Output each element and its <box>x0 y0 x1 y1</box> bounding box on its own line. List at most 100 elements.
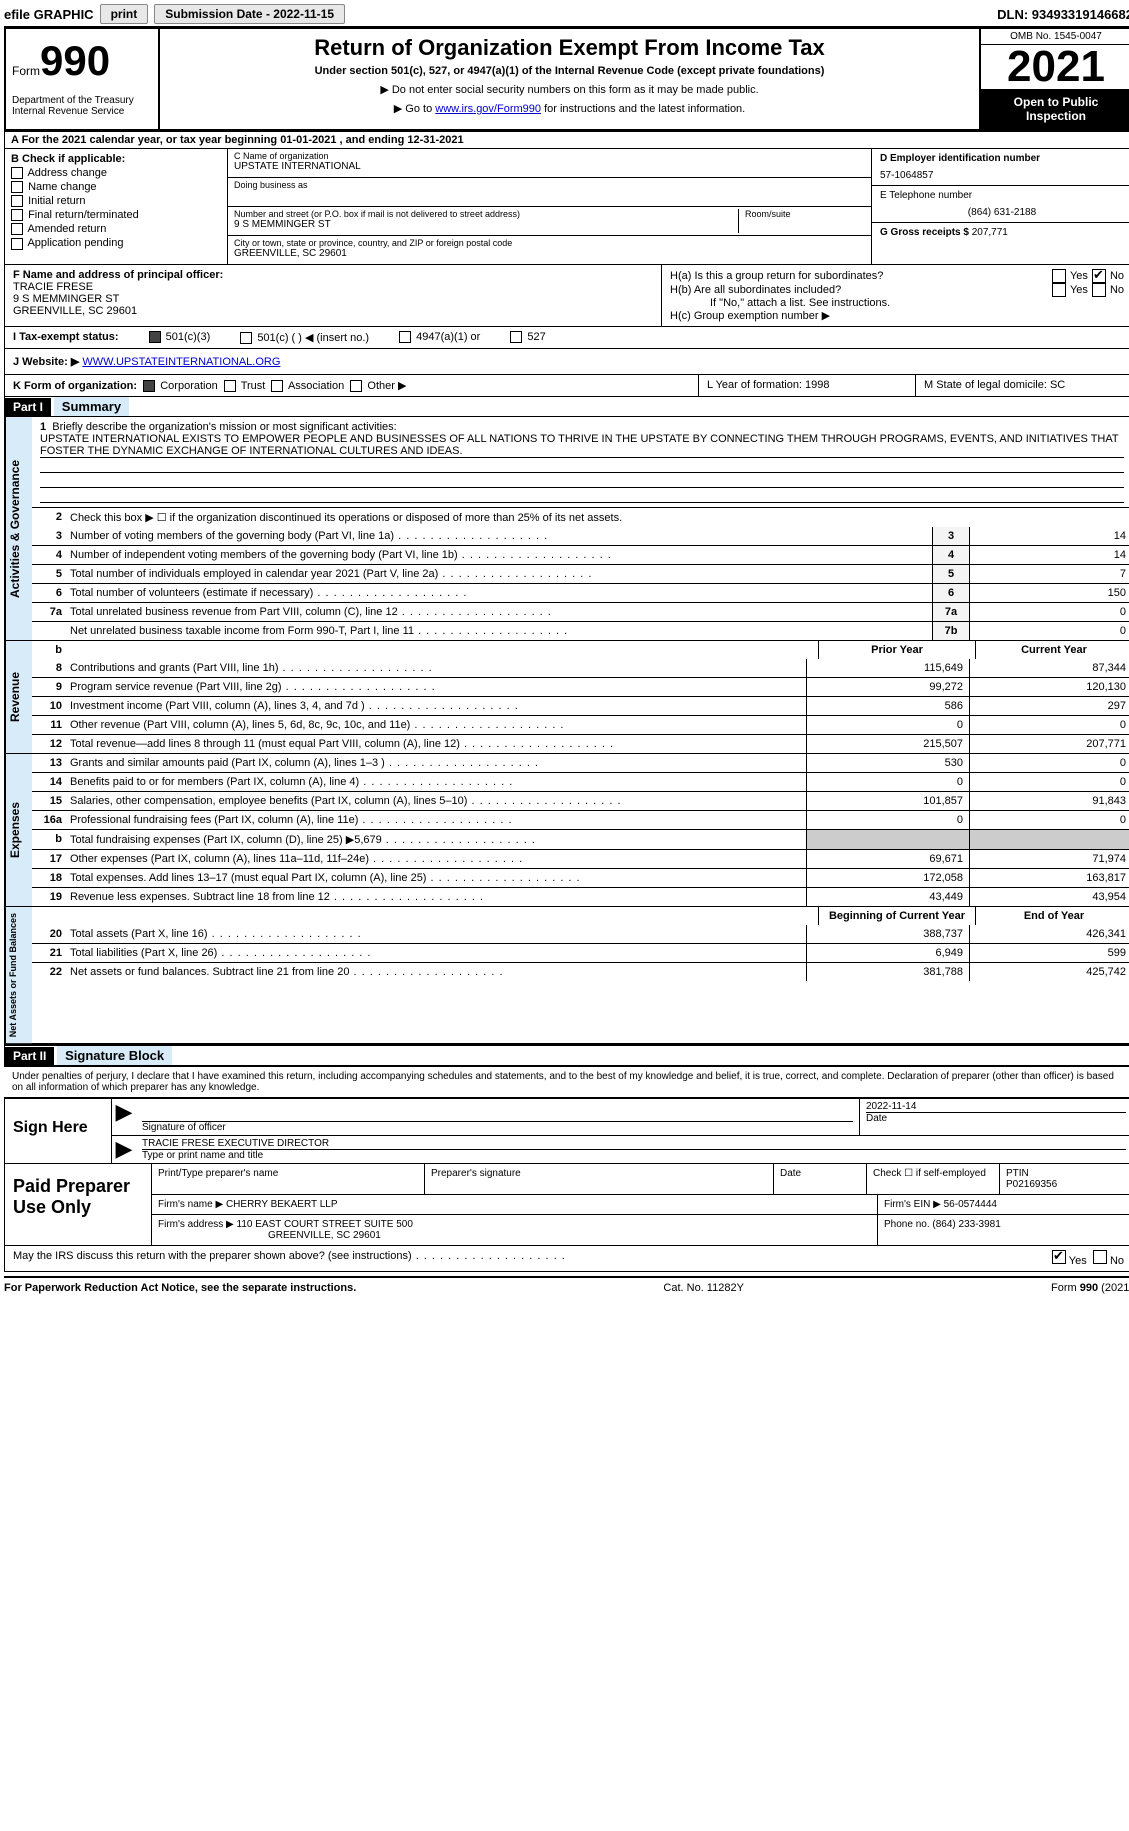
form-header: Form990 Department of the Treasury Inter… <box>4 27 1129 132</box>
check-501c3[interactable] <box>149 331 161 343</box>
street-value: 9 S MEMMINGER ST <box>234 219 738 230</box>
row-j-label: J Website: ▶ <box>13 356 79 368</box>
summary-line: 9 Program service revenue (Part VIII, li… <box>32 677 1129 696</box>
part1-header: Part I <box>5 398 51 416</box>
check-trust[interactable] <box>224 380 236 392</box>
summary-line: Net unrelated business taxable income fr… <box>32 621 1129 640</box>
website-link[interactable]: WWW.UPSTATEINTERNATIONAL.ORG <box>82 356 280 368</box>
hb-row: H(b) Are all subordinates included? Yes … <box>670 283 1124 297</box>
topbar: efile GRAPHIC print Submission Date - 20… <box>4 4 1129 24</box>
officer-name-title: TRACIE FRESE EXECUTIVE DIRECTOR <box>142 1138 1126 1150</box>
end-year-header: End of Year <box>975 907 1129 925</box>
arrow-icon: ▶ <box>112 1136 136 1163</box>
print-button[interactable]: print <box>100 4 149 24</box>
summary-line: 10 Investment income (Part VIII, column … <box>32 696 1129 715</box>
part2-title: Signature Block <box>57 1046 172 1065</box>
discuss-yes[interactable] <box>1052 1250 1066 1264</box>
cb-label: Address change <box>27 167 107 179</box>
check-501c[interactable] <box>240 332 252 344</box>
firm-addr-label: Firm's address ▶ <box>158 1219 234 1230</box>
submission-date-button[interactable]: Submission Date - 2022-11-15 <box>154 4 345 24</box>
discuss-row: May the IRS discuss this return with the… <box>4 1246 1129 1272</box>
ptin-value: P02169356 <box>1006 1179 1126 1190</box>
firm-addr2: GREENVILLE, SC 29601 <box>268 1230 381 1241</box>
side-governance: Activities & Governance <box>5 417 32 640</box>
firm-phone-label: Phone no. <box>884 1219 930 1230</box>
ein-label: D Employer identification number <box>880 153 1124 164</box>
dept-label: Department of the Treasury Internal Reve… <box>12 95 152 117</box>
checkbox-initial[interactable] <box>11 195 23 207</box>
year-formation: L Year of formation: 1998 <box>699 375 916 396</box>
checkbox-pending[interactable] <box>11 238 23 250</box>
name-title-label: Type or print name and title <box>142 1150 1126 1161</box>
check-other[interactable] <box>350 380 362 392</box>
checkbox-final[interactable] <box>11 209 23 221</box>
paid-preparer-block: Paid Preparer Use Only Print/Type prepar… <box>4 1164 1129 1246</box>
dln-label: DLN: 93493319146682 <box>997 7 1129 22</box>
org-name-label: C Name of organization <box>234 151 865 161</box>
check-4947[interactable] <box>399 331 411 343</box>
state-domicile: M State of legal domicile: SC <box>916 375 1129 396</box>
row-j: J Website: ▶ WWW.UPSTATEINTERNATIONAL.OR… <box>4 349 1129 375</box>
efile-label: efile GRAPHIC <box>4 7 94 22</box>
summary-line: 8 Contributions and grants (Part VIII, l… <box>32 659 1129 677</box>
street-label: Number and street (or P.O. box if mail i… <box>234 209 738 219</box>
yes-label: Yes <box>1069 1255 1087 1267</box>
check-assoc[interactable] <box>271 380 283 392</box>
p-sig-label: Preparer's signature <box>425 1164 774 1194</box>
check-527[interactable] <box>510 331 522 343</box>
footer-right: Form 990 (2021) <box>1051 1282 1129 1294</box>
mission-text: UPSTATE INTERNATIONAL EXISTS TO EMPOWER … <box>40 433 1124 458</box>
summary-line: 20 Total assets (Part X, line 16) 388,73… <box>32 925 1129 943</box>
opt-527: 527 <box>527 331 545 343</box>
checkbox-address-change[interactable] <box>11 167 23 179</box>
no-label: No <box>1110 1255 1124 1267</box>
form-title: Return of Organization Exempt From Incom… <box>166 35 973 61</box>
opt-corp: Corporation <box>160 380 217 392</box>
checkbox-amended[interactable] <box>11 223 23 235</box>
ha-row: H(a) Is this a group return for subordin… <box>670 269 1124 283</box>
hb-no[interactable] <box>1092 283 1106 297</box>
tel-value: (864) 631-2188 <box>880 207 1124 218</box>
officer-addr1: 9 S MEMMINGER ST <box>13 293 653 305</box>
beg-year-header: Beginning of Current Year <box>818 907 975 925</box>
ptin-label: PTIN <box>1006 1168 1126 1179</box>
summary-line: b Total fundraising expenses (Part IX, c… <box>32 829 1129 849</box>
form-subtitle: Under section 501(c), 527, or 4947(a)(1)… <box>166 65 973 77</box>
check-corp[interactable] <box>143 380 155 392</box>
checkbox-name-change[interactable] <box>11 181 23 193</box>
form-num: 990 <box>40 37 110 84</box>
row-f-label: F Name and address of principal officer: <box>13 269 653 281</box>
row-i: I Tax-exempt status: 501(c)(3) 501(c) ( … <box>4 327 1129 349</box>
declaration-text: Under penalties of perjury, I declare th… <box>4 1066 1129 1097</box>
discuss-no[interactable] <box>1093 1250 1107 1264</box>
officer-addr2: GREENVILLE, SC 29601 <box>13 305 653 317</box>
opt-assoc: Association <box>288 380 344 392</box>
p-check-label: Check ☐ if self-employed <box>867 1164 1000 1194</box>
opt-trust: Trust <box>241 380 266 392</box>
tel-label: E Telephone number <box>880 190 1124 201</box>
hb-yes[interactable] <box>1052 283 1066 297</box>
col-c: C Name of organization UPSTATE INTERNATI… <box>228 149 871 264</box>
ha-yes[interactable] <box>1052 269 1066 283</box>
irs-link[interactable]: www.irs.gov/Form990 <box>435 103 541 115</box>
l2-text: Check this box ▶ ☐ if the organization d… <box>66 508 1129 527</box>
officer-name: TRACIE FRESE <box>13 281 653 293</box>
cb-label: Application pending <box>27 237 123 249</box>
section-netassets: Net Assets or Fund Balances Beginning of… <box>4 907 1129 1044</box>
summary-line: 14 Benefits paid to or for members (Part… <box>32 772 1129 791</box>
summary-line: 12 Total revenue—add lines 8 through 11 … <box>32 734 1129 753</box>
gross-label: G Gross receipts $ <box>880 227 969 238</box>
current-year-header: Current Year <box>975 641 1129 659</box>
cb-label: Name change <box>28 181 97 193</box>
tax-year: 2021 <box>981 45 1129 89</box>
sign-here-label: Sign Here <box>5 1099 112 1163</box>
summary-line: 11 Other revenue (Part VIII, column (A),… <box>32 715 1129 734</box>
form-number: Form990 <box>12 33 152 85</box>
sig-date-value: 2022-11-14 <box>866 1101 1126 1113</box>
firm-addr1: 110 EAST COURT STREET SUITE 500 <box>237 1219 413 1230</box>
hc-row: H(c) Group exemption number ▶ <box>670 309 1124 322</box>
ha-no[interactable] <box>1092 269 1106 283</box>
p-name-label: Print/Type preparer's name <box>152 1164 425 1194</box>
summary-line: 3 Number of voting members of the govern… <box>32 527 1129 545</box>
